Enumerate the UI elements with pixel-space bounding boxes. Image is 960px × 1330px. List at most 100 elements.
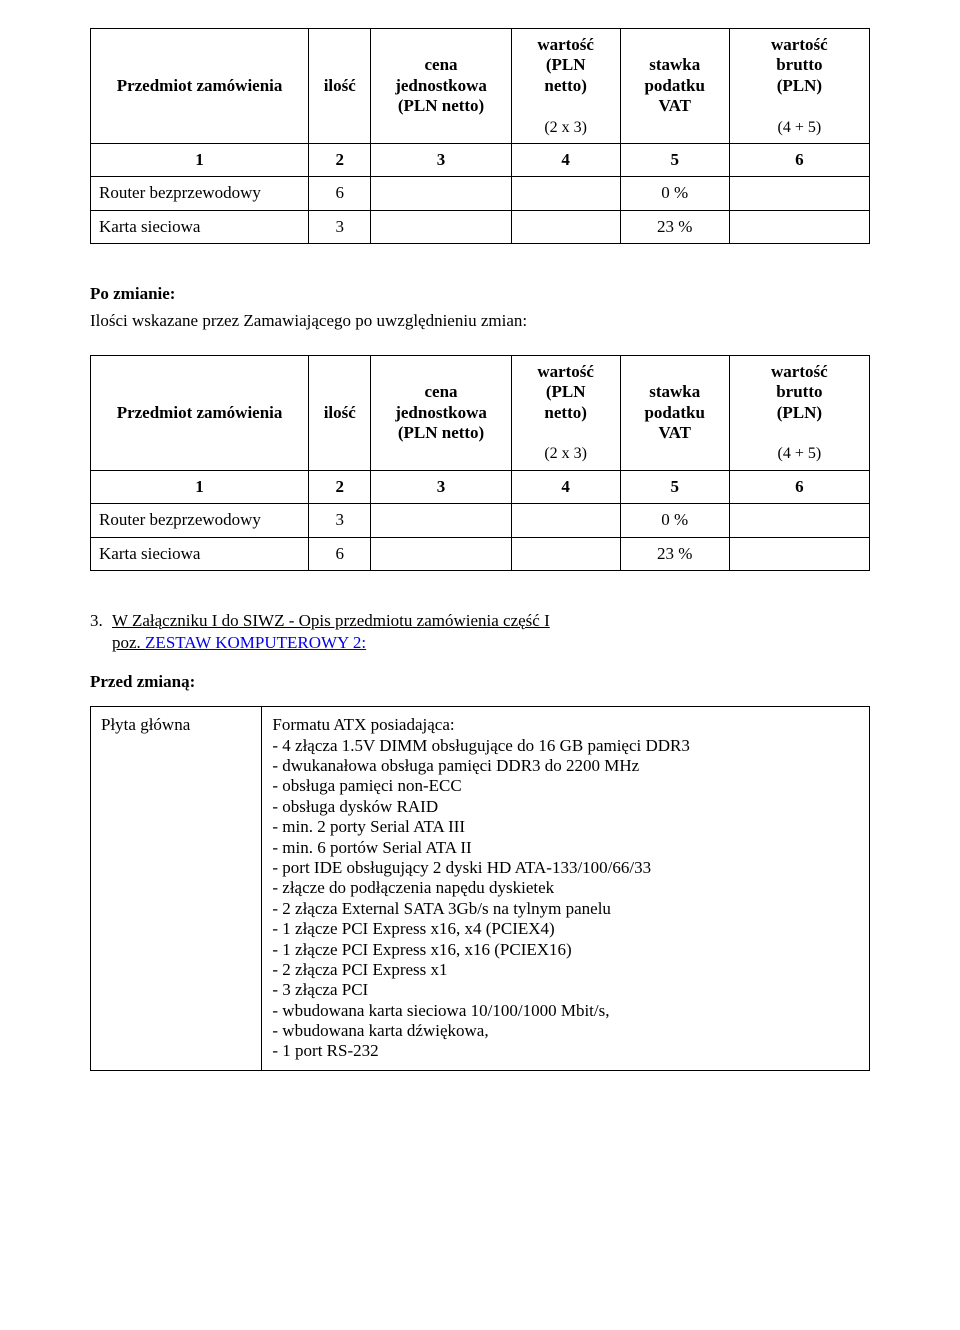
table-row: Karta sieciowa 6 23 % [91,537,870,570]
cell-subject: Karta sieciowa [91,537,309,570]
text: netto) [544,403,586,422]
cell-unit [371,504,511,537]
col-header-gross-value: wartość brutto (PLN) (4 + 5) [729,355,869,470]
cell-vat: 23 % [620,537,729,570]
cell-qty: 3 [309,504,371,537]
col-num: 1 [91,143,309,176]
spec-list-item: - wbudowana karta sieciowa 10/100/1000 M… [272,1001,859,1021]
text: brutto [776,55,822,74]
cell-subject: Karta sieciowa [91,210,309,243]
text: wartość [771,35,828,54]
cell-unit [371,210,511,243]
table-number-row: 1 2 3 4 5 6 [91,143,870,176]
text: netto) [544,76,586,95]
table-after-change: Przedmiot zamówienia ilość cena jednostk… [90,355,870,571]
after-change-description: Ilości wskazane przez Zamawiającego po u… [90,311,870,331]
table-before-change: Przedmiot zamówienia ilość cena jednostk… [90,28,870,244]
section-title-line1: W Załączniku I do SIWZ - Opis przedmiotu… [112,611,550,630]
spec-label-cell: Płyta główna [91,707,262,1071]
col-num: 6 [729,470,869,503]
text: (2 x 3) [544,445,587,462]
col-num: 1 [91,470,309,503]
section-link[interactable]: ZESTAW KOMPUTEROWY 2: [145,633,366,652]
spec-list-item: - 1 złącze PCI Express x16, x16 (PCIEX16… [272,940,859,960]
table-header-row: Przedmiot zamówienia ilość cena jednostk… [91,29,870,144]
col-header-net-value: wartość (PLN netto) (2 x 3) [511,355,620,470]
text: (PLN netto) [398,423,484,442]
col-num: 2 [309,470,371,503]
col-header-unit-price: cena jednostkowa (PLN netto) [371,355,511,470]
cell-vat: 0 % [620,177,729,210]
cell-net [511,504,620,537]
text: (PLN) [777,403,822,422]
text: VAT [658,96,690,115]
before-change-heading: Przed zmianą: [90,672,870,692]
cell-subject: Router bezprzewodowy [91,504,309,537]
cell-gross [729,210,869,243]
cell-unit [371,177,511,210]
col-num: 3 [371,143,511,176]
table-header-row: Przedmiot zamówienia ilość cena jednostk… [91,355,870,470]
text: VAT [658,423,690,442]
spec-list-item: - 2 złącza PCI Express x1 [272,960,859,980]
text: podatku [644,403,704,422]
spec-list-item: - złącze do podłączenia napędu dyskietek [272,878,859,898]
cell-qty: 6 [309,537,371,570]
col-header-vat: stawka podatku VAT [620,29,729,144]
text: stawka [649,382,700,401]
col-header-unit-price: cena jednostkowa (PLN netto) [371,29,511,144]
text: wartość [537,35,594,54]
text: (PLN) [777,76,822,95]
text: brutto [776,382,822,401]
spec-list-item: - dwukanałowa obsługa pamięci DDR3 do 22… [272,756,859,776]
cell-net [511,537,620,570]
spec-list-item: - 2 złącza External SATA 3Gb/s na tylnym… [272,899,859,919]
cell-vat: 23 % [620,210,729,243]
table-number-row: 1 2 3 4 5 6 [91,470,870,503]
spec-list-item: - obsługa pamięci non-ECC [272,776,859,796]
cell-gross [729,504,869,537]
text: (2 x 3) [544,119,587,136]
cell-gross [729,537,869,570]
spec-list-item: - 3 złącza PCI [272,980,859,1000]
cell-net [511,177,620,210]
text: stawka [649,55,700,74]
cell-vat: 0 % [620,504,729,537]
col-num: 5 [620,143,729,176]
cell-subject: Router bezprzewodowy [91,177,309,210]
col-header-subject: Przedmiot zamówienia [91,355,309,470]
spec-list-item: - port IDE obsługujący 2 dyski HD ATA-13… [272,858,859,878]
text: (PLN [546,382,586,401]
table-row: Router bezprzewodowy 3 0 % [91,504,870,537]
text: jednostkowa [395,403,487,422]
spec-list: Formatu ATX posiadająca:- 4 złącza 1.5V … [272,715,859,1062]
col-header-qty: ilość [309,355,371,470]
col-num: 2 [309,143,371,176]
spec-row: Płyta główna Formatu ATX posiadająca:- 4… [91,707,870,1071]
spec-list-item: - min. 2 porty Serial ATA III [272,817,859,837]
table-row: Router bezprzewodowy 6 0 % [91,177,870,210]
text: wartość [771,362,828,381]
text: cena [425,55,458,74]
spec-list-item: - min. 6 portów Serial ATA II [272,838,859,858]
col-header-vat: stawka podatku VAT [620,355,729,470]
section-3-subline: poz. ZESTAW KOMPUTEROWY 2: [112,633,870,653]
col-num: 5 [620,470,729,503]
cell-qty: 3 [309,210,371,243]
table-row: Karta sieciowa 3 23 % [91,210,870,243]
spec-list-item: - obsługa dysków RAID [272,797,859,817]
spec-list-item: - 4 złącza 1.5V DIMM obsługujące do 16 G… [272,736,859,756]
text: (4 + 5) [778,445,822,462]
cell-unit [371,537,511,570]
col-header-net-value: wartość (PLN netto) (2 x 3) [511,29,620,144]
spec-list-item: Formatu ATX posiadająca: [272,715,859,735]
spec-list-item: - 1 złącze PCI Express x16, x4 (PCIEX4) [272,919,859,939]
spec-table: Płyta główna Formatu ATX posiadająca:- 4… [90,706,870,1071]
col-num: 4 [511,143,620,176]
col-header-qty: ilość [309,29,371,144]
spec-value-cell: Formatu ATX posiadająca:- 4 złącza 1.5V … [262,707,870,1071]
text: jednostkowa [395,76,487,95]
text: (4 + 5) [778,119,822,136]
col-header-subject: Przedmiot zamówienia [91,29,309,144]
text: cena [425,382,458,401]
